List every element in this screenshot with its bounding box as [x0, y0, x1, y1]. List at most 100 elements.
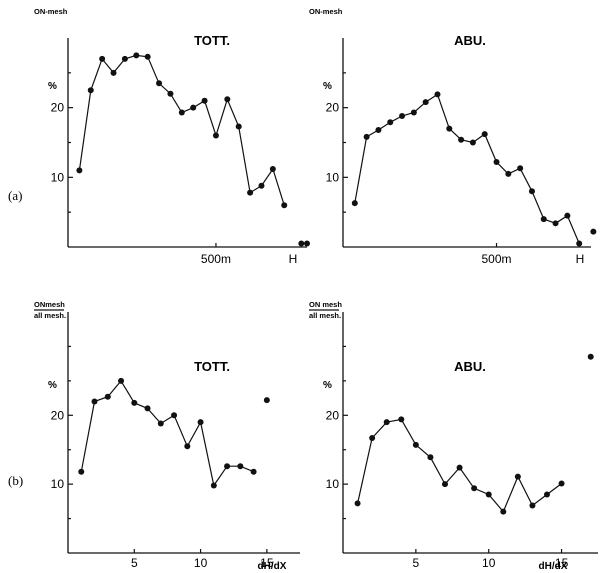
x-tick-label: 500m: [482, 252, 512, 266]
y-tick-label: 10: [326, 477, 340, 491]
y-tick-label: 10: [51, 170, 65, 184]
data-point: [422, 99, 429, 106]
y-tick-label: 20: [51, 101, 65, 115]
data-point: [76, 167, 83, 174]
data-point: [144, 405, 151, 412]
data-point: [91, 398, 98, 405]
data-point: [369, 435, 376, 442]
data-point: [237, 463, 244, 470]
y-unit-label: %: [323, 380, 332, 391]
chart-panel-1: 10 20 500m H% ON-mesh TOTT.: [34, 7, 310, 266]
data-point: [446, 125, 453, 132]
series-line: [80, 379, 254, 487]
data-point: [500, 508, 507, 515]
y-axis-label-top: ON-mesh: [309, 7, 343, 16]
data-point: [398, 416, 405, 423]
data-point: [131, 399, 138, 406]
isolated-point: [590, 228, 597, 235]
data-point: [210, 482, 217, 489]
data-point: [456, 464, 463, 471]
data-point: [544, 491, 550, 498]
y-axis-label-top: ONmesh: [34, 300, 65, 309]
data-point: [190, 104, 197, 111]
data-point: [442, 481, 448, 488]
data-point: [505, 170, 512, 177]
y-axis-label-top: ON-mesh: [34, 7, 68, 16]
data-point: [427, 454, 434, 461]
data-point: [410, 109, 417, 116]
data-point: [258, 182, 265, 189]
data-point: [171, 412, 178, 419]
data-point: [247, 189, 254, 196]
x-tick-label: 10: [482, 556, 496, 570]
y-axis-label-bottom: all mesh.: [34, 311, 66, 320]
x-tick-label: 5: [131, 556, 138, 570]
data-point: [383, 419, 390, 426]
data-point: [458, 136, 465, 143]
y-unit-label: %: [48, 380, 57, 391]
x-axis-label: H: [289, 252, 298, 266]
data-point: [121, 55, 128, 62]
x-tick-label: 10: [194, 556, 208, 570]
x-axis-label: dH/dX: [258, 561, 287, 572]
y-unit-label: %: [48, 81, 57, 92]
chart-title: ABU.: [454, 359, 486, 374]
data-point: [87, 87, 94, 94]
data-point: [540, 216, 547, 223]
data-point: [118, 377, 125, 384]
x-tick-label: 15: [260, 556, 274, 570]
data-point: [517, 165, 524, 172]
data-point: [110, 69, 117, 76]
data-point: [212, 132, 219, 139]
data-point: [576, 240, 583, 247]
data-point: [250, 468, 257, 475]
x-axis-label: dH/dX: [539, 561, 568, 572]
isolated-point: [298, 240, 305, 247]
data-point: [552, 220, 559, 227]
y-tick-label: 20: [51, 408, 65, 422]
y-tick-label: 10: [326, 170, 340, 184]
data-point: [493, 159, 500, 166]
data-point: [514, 473, 521, 480]
y-tick-label: 20: [326, 101, 340, 115]
data-point: [363, 133, 370, 140]
series-line: [79, 55, 307, 243]
data-point: [235, 123, 242, 130]
data-point: [304, 240, 310, 247]
data-point: [434, 91, 441, 98]
y-tick-label: 20: [326, 408, 340, 422]
data-point: [485, 491, 492, 498]
chart-title: ABU.: [454, 33, 486, 48]
data-point: [104, 393, 111, 400]
data-point: [178, 109, 185, 116]
data-point: [281, 202, 288, 209]
isolated-point: [587, 353, 594, 360]
data-point: [375, 126, 382, 133]
chart-title: TOTT.: [194, 359, 230, 374]
x-axis-label: H: [576, 252, 585, 266]
data-point: [354, 500, 361, 507]
data-point: [471, 485, 478, 492]
data-point: [224, 463, 231, 470]
y-tick-label: 10: [51, 477, 65, 491]
data-point: [351, 200, 358, 207]
data-point: [387, 119, 394, 126]
row-label-a: (a): [8, 188, 22, 203]
data-point: [564, 212, 571, 219]
y-axis-label-top: ON mesh: [309, 300, 342, 309]
data-point: [399, 113, 406, 120]
data-point: [201, 97, 208, 104]
data-point: [529, 502, 536, 509]
data-point: [184, 443, 191, 450]
chart-panel-2: 10 20 500m H% ON-mesh ABU.: [309, 7, 597, 266]
data-point: [78, 468, 85, 475]
data-point: [528, 188, 535, 195]
x-tick-label: 5: [413, 556, 420, 570]
data-point: [157, 420, 164, 427]
data-point: [167, 90, 174, 97]
x-tick-label: 500m: [201, 252, 231, 266]
data-point: [481, 131, 488, 138]
